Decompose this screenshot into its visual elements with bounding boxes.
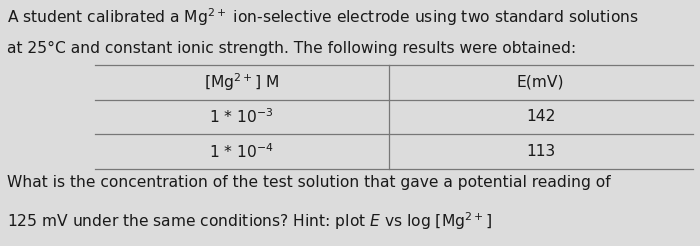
Text: at 25°C and constant ionic strength. The following results were obtained:: at 25°C and constant ionic strength. The…: [7, 41, 576, 56]
Text: 125 mV under the same conditions? Hint: plot $E$ vs log [Mg$^{2+}$]: 125 mV under the same conditions? Hint: …: [7, 210, 492, 232]
Text: E(mV): E(mV): [517, 75, 564, 90]
Text: 142: 142: [526, 109, 555, 124]
Text: 1 * 10$^{-3}$: 1 * 10$^{-3}$: [209, 108, 274, 126]
Text: What is the concentration of the test solution that gave a potential reading of: What is the concentration of the test so…: [7, 175, 610, 190]
Text: 1 * 10$^{-4}$: 1 * 10$^{-4}$: [209, 142, 274, 161]
Text: 113: 113: [526, 144, 555, 159]
Text: A student calibrated a Mg$^{2+}$ ion-selective electrode using two standard solu: A student calibrated a Mg$^{2+}$ ion-sel…: [7, 6, 639, 28]
Text: [Mg$^{2+}$] M: [Mg$^{2+}$] M: [204, 72, 279, 93]
